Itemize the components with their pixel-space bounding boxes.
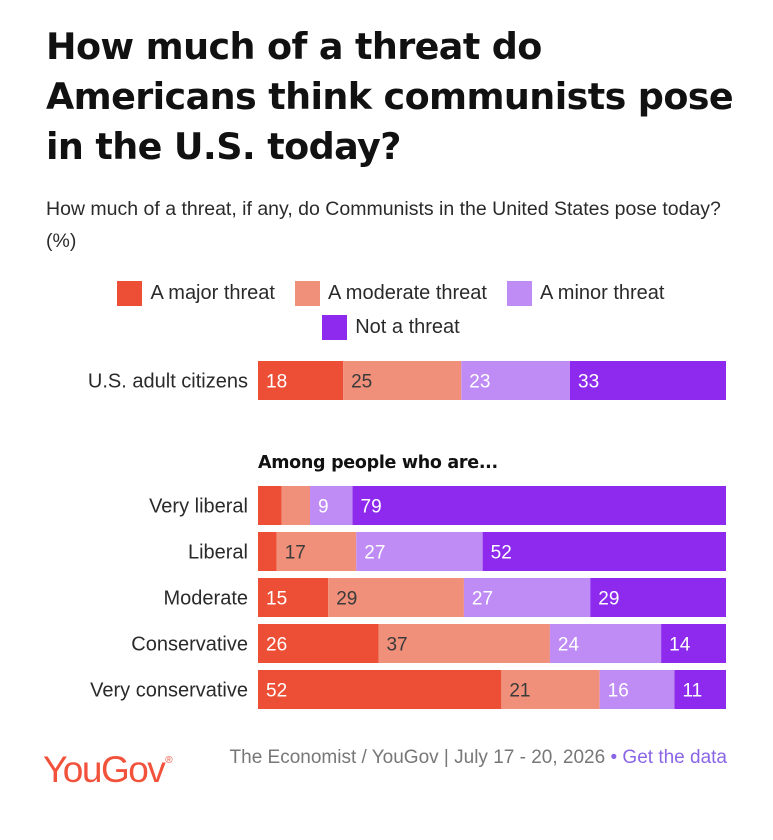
bar-very-conservative-a-major-threat [258, 670, 502, 709]
value-label-very-conservative-a-minor-threat: 16 [608, 681, 629, 702]
value-label-conservative-a-moderate-threat: 37 [386, 635, 407, 656]
value-label-very-conservative-a-moderate-threat: 21 [509, 681, 530, 702]
value-label-conservative-not-a-threat: 14 [669, 635, 691, 656]
legend-item-moderate: A moderate threat [295, 279, 487, 307]
bar-moderate-a-major-threat [258, 578, 329, 617]
legend-swatch-major [117, 280, 143, 306]
row-label-very-conservative: Very conservative [90, 680, 248, 702]
bar-u-s-adult-citizens-a-major-threat [258, 361, 344, 400]
legend-swatch-minor [506, 280, 532, 306]
legend: A major threat A moderate threat A minor… [51, 279, 731, 341]
bar-conservative-not-a-threat [661, 624, 726, 663]
legend-label-minor: A minor threat [539, 281, 665, 304]
row-label-very-liberal: Very liberal [149, 496, 248, 518]
bar-moderate-a-minor-threat [463, 578, 591, 617]
bar-very-conservative-a-minor-threat [599, 670, 675, 709]
value-label-u-s-adult-citizens-a-minor-threat: 23 [469, 372, 490, 393]
legend-item-minor: A minor threat [506, 279, 665, 307]
legend-label-moderate: A moderate threat [328, 281, 487, 304]
value-label-u-s-adult-citizens-a-major-threat: 18 [266, 372, 287, 393]
value-label-conservative-a-major-threat: 26 [266, 635, 287, 656]
bar-conservative-a-minor-threat [549, 624, 662, 663]
legend-label-major: A major threat [150, 281, 275, 304]
legend-item-major: A major threat [117, 279, 275, 307]
yougov-logo: YouGov® [43, 749, 173, 791]
bar-u-s-adult-citizens-not-a-threat [570, 361, 726, 400]
logo-text: YouGov [43, 749, 166, 790]
stacked-bar-chart: U.S. adult citizens 18 25 23 33 Very liberal 9… [88, 361, 726, 709]
bar-liberal-a-minor-threat [356, 532, 483, 571]
bar-u-s-adult-citizens-a-minor-threat [461, 361, 570, 400]
legend-swatch-not [322, 314, 348, 340]
chart-title: How much of a threat do Americans think … [46, 25, 734, 168]
legend-label-not: Not a threat [355, 315, 460, 338]
value-label-moderate-a-minor-threat: 27 [472, 589, 493, 610]
bar-u-s-adult-citizens-a-moderate-threat [343, 361, 462, 400]
chart-subtitle: How much of a threat, if any, do Communi… [46, 198, 721, 252]
get-the-data-link[interactable]: Get the data [622, 747, 727, 768]
bar-liberal-a-major-threat [258, 532, 277, 571]
value-label-liberal-a-moderate-threat: 17 [285, 543, 306, 564]
value-label-very-conservative-a-major-threat: 52 [266, 681, 287, 702]
value-label-liberal-not-a-threat: 52 [491, 543, 512, 564]
value-label-u-s-adult-citizens-a-moderate-threat: 25 [351, 372, 372, 393]
value-label-u-s-adult-citizens-not-a-threat: 33 [578, 372, 599, 393]
row-label-conservative: Conservative [131, 634, 248, 656]
value-label-very-liberal-a-minor-threat: 9 [318, 497, 329, 518]
row-label-u-s-adult-citizens: U.S. adult citizens [88, 371, 248, 393]
section-heading: Among people who are... [258, 453, 498, 473]
value-label-very-liberal-not-a-threat: 79 [361, 497, 382, 518]
bar-moderate-not-a-threat [590, 578, 726, 617]
legend-item-not: Not a threat [322, 313, 460, 341]
bar-conservative-a-major-threat [258, 624, 379, 663]
bar-very-liberal-a-moderate-threat [281, 486, 310, 525]
value-label-moderate-a-major-threat: 15 [266, 589, 287, 610]
bar-moderate-a-moderate-threat [328, 578, 464, 617]
bar-very-liberal-a-major-threat [258, 486, 282, 525]
row-label-moderate: Moderate [164, 588, 249, 610]
row-label-liberal: Liberal [188, 542, 248, 564]
source-note: The Economist / YouGov | July 17 - 20, 2… [187, 744, 727, 772]
logo-registered-mark: ® [165, 755, 173, 766]
legend-swatch-moderate [295, 280, 320, 306]
bar-conservative-a-moderate-threat [378, 624, 550, 663]
value-label-moderate-a-moderate-threat: 29 [336, 589, 357, 610]
value-label-moderate-not-a-threat: 29 [598, 589, 619, 610]
bar-very-liberal-not-a-threat [352, 486, 726, 525]
bar-very-liberal-a-minor-threat [310, 486, 353, 525]
bar-very-conservative-a-moderate-threat [501, 670, 600, 709]
value-label-very-conservative-not-a-threat: 11 [683, 681, 703, 702]
source-text: The Economist / YouGov | July 17 - 20, 2… [229, 747, 606, 768]
bar-very-conservative-not-a-threat [674, 670, 726, 709]
source-separator: • [610, 747, 618, 768]
value-label-conservative-a-minor-threat: 24 [558, 635, 580, 656]
value-label-liberal-a-minor-threat: 27 [364, 543, 385, 564]
bar-liberal-not-a-threat [482, 532, 726, 571]
bar-liberal-a-moderate-threat [276, 532, 357, 571]
